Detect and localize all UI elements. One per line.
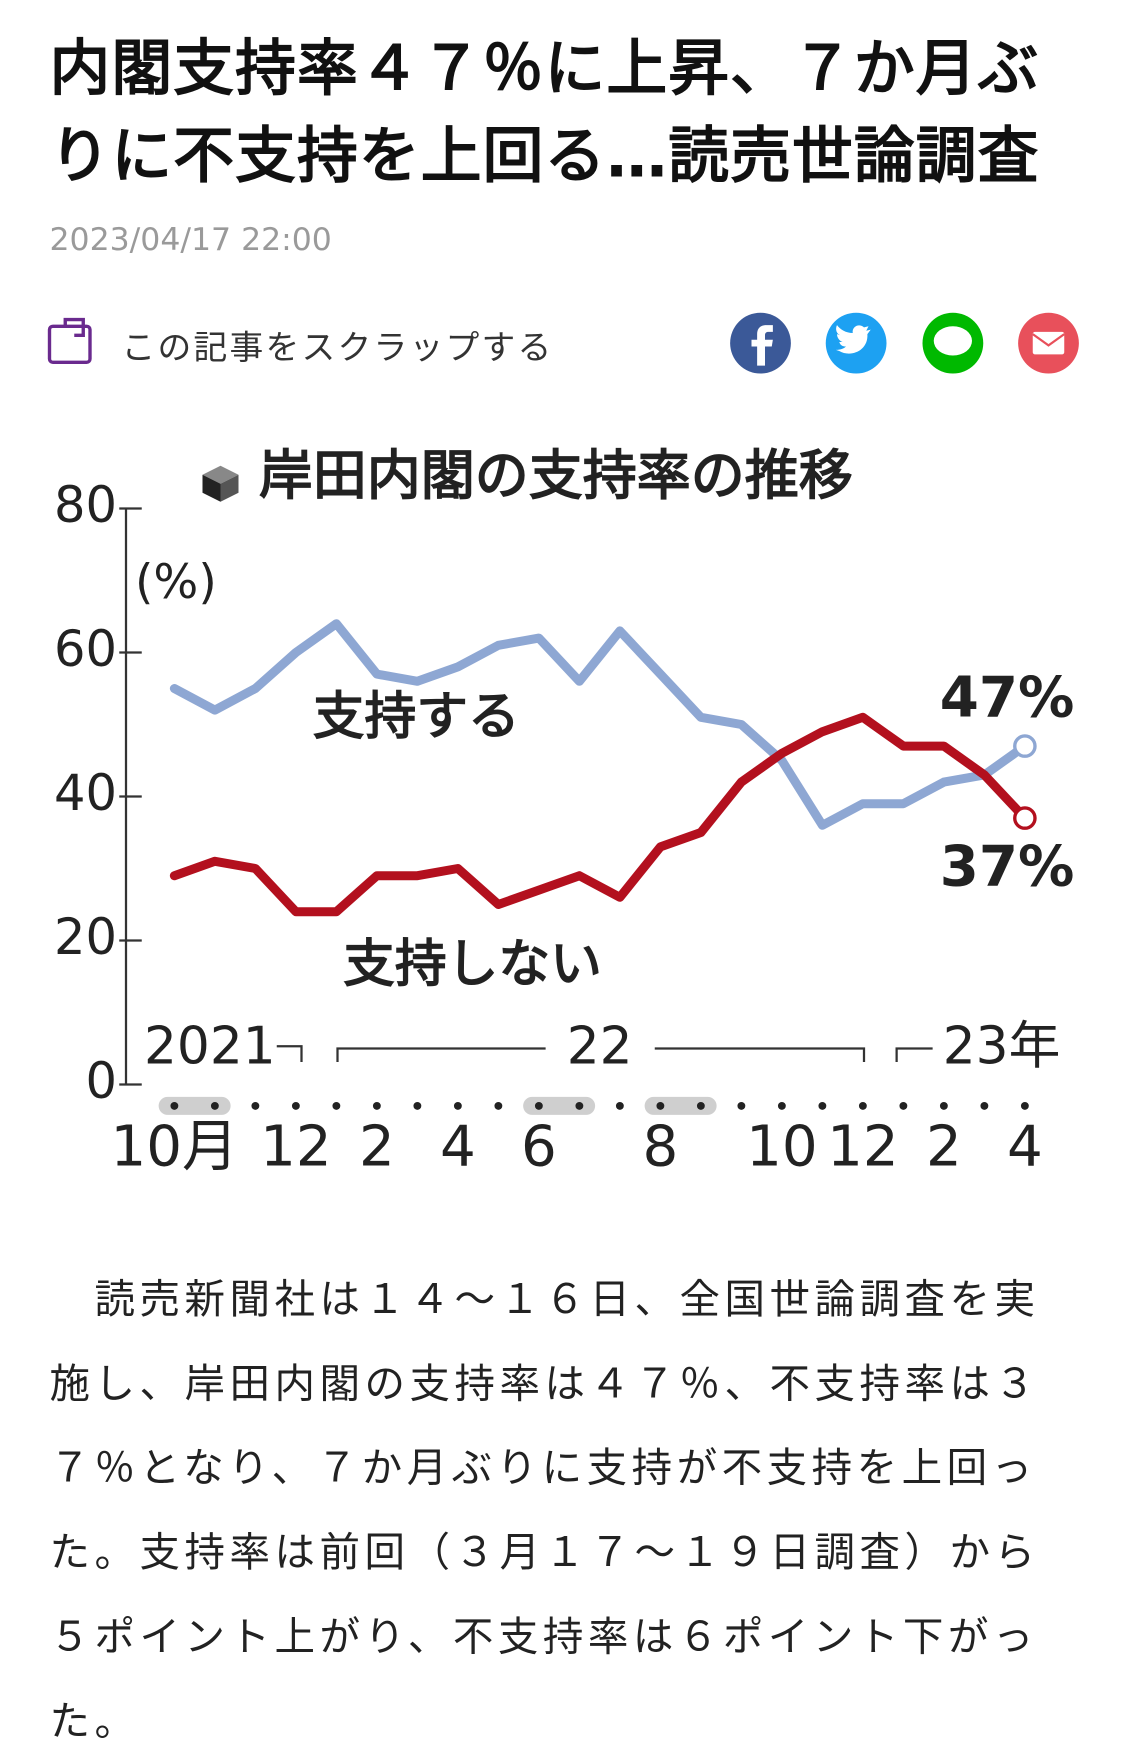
survey-dot xyxy=(332,1101,341,1110)
x-tick-label: 4 xyxy=(440,1114,476,1179)
survey-dot xyxy=(737,1101,746,1110)
survey-dot xyxy=(939,1101,948,1110)
unit-label: (%) xyxy=(135,555,217,610)
x-tick-label: 8 xyxy=(642,1114,678,1179)
x-tick-label: 10 xyxy=(746,1114,818,1179)
chart-title: 岸田内閣の支持率の推移 xyxy=(259,444,853,507)
end-marker xyxy=(1013,734,1037,758)
year-label: 2021 xyxy=(144,1017,276,1077)
series-line xyxy=(169,712,1030,917)
chart-icon xyxy=(202,465,239,502)
mail-button[interactable] xyxy=(1018,312,1079,374)
article-title: 内閣支持率４７％に上昇、７か月ぶりに不支持を上回る…読売世論調査 xyxy=(49,32,1040,192)
survey-dot xyxy=(534,1101,543,1110)
toolbar-icons xyxy=(47,312,1079,374)
x-tick-label: 12 xyxy=(827,1114,899,1179)
series-name: 支持しない xyxy=(343,934,602,994)
survey-dot xyxy=(575,1101,584,1110)
double-survey-shade xyxy=(158,1096,231,1115)
survey-dot xyxy=(615,1101,624,1110)
survey-dot xyxy=(494,1101,503,1110)
y-tick-label: 40 xyxy=(54,764,117,822)
survey-dot xyxy=(1020,1101,1029,1110)
double-survey-shade xyxy=(523,1096,596,1115)
survey-dot xyxy=(210,1101,219,1110)
value-label: 47% xyxy=(940,666,1075,731)
article-body: 読売新聞社は１４～１６日、全国世論調査を実施し、岸田内閣の支持率は４７％、不支持… xyxy=(49,1276,1040,1745)
facebook-button[interactable] xyxy=(730,312,791,374)
series-line xyxy=(169,619,1030,830)
x-tick-label: 4 xyxy=(1007,1114,1043,1179)
survey-dot xyxy=(899,1101,908,1110)
survey-dot xyxy=(656,1101,665,1110)
survey-dot xyxy=(818,1101,827,1110)
line-button[interactable] xyxy=(922,312,984,374)
x-tick-label: 10月 xyxy=(110,1114,238,1179)
twitter-button[interactable] xyxy=(825,312,887,374)
year-label: 22 xyxy=(567,1017,633,1077)
y-tick-label: 60 xyxy=(54,620,117,678)
survey-dot xyxy=(777,1101,786,1110)
series-name: 支持する xyxy=(313,687,520,747)
value-label: 37% xyxy=(940,834,1075,899)
x-tick-label: 12 xyxy=(260,1114,332,1179)
survey-dot xyxy=(170,1101,179,1110)
x-tick-label: 6 xyxy=(521,1114,557,1179)
double-survey-shade xyxy=(644,1096,717,1115)
survey-dot xyxy=(413,1101,422,1110)
x-tick-label: 2 xyxy=(359,1114,395,1179)
y-tick-label: 80 xyxy=(54,476,117,534)
article-date: 2023/04/17 22:00 xyxy=(49,220,332,258)
x-tick-label: 2 xyxy=(926,1114,962,1179)
survey-dot xyxy=(980,1101,989,1110)
y-tick-label: 0 xyxy=(86,1052,118,1110)
survey-dot xyxy=(372,1101,381,1110)
year-label: 23年 xyxy=(943,1017,1061,1077)
survey-dot xyxy=(291,1101,300,1110)
scrap-link[interactable]: この記事をスクラップする xyxy=(121,328,554,368)
survey-dot xyxy=(251,1101,260,1110)
survey-dot xyxy=(453,1101,462,1110)
survey-dot xyxy=(696,1101,705,1110)
y-tick-label: 20 xyxy=(54,908,117,966)
survey-dot xyxy=(858,1101,867,1110)
scrap-icon[interactable] xyxy=(47,317,92,364)
end-marker xyxy=(1013,806,1037,830)
period-brackets xyxy=(276,1045,933,1062)
